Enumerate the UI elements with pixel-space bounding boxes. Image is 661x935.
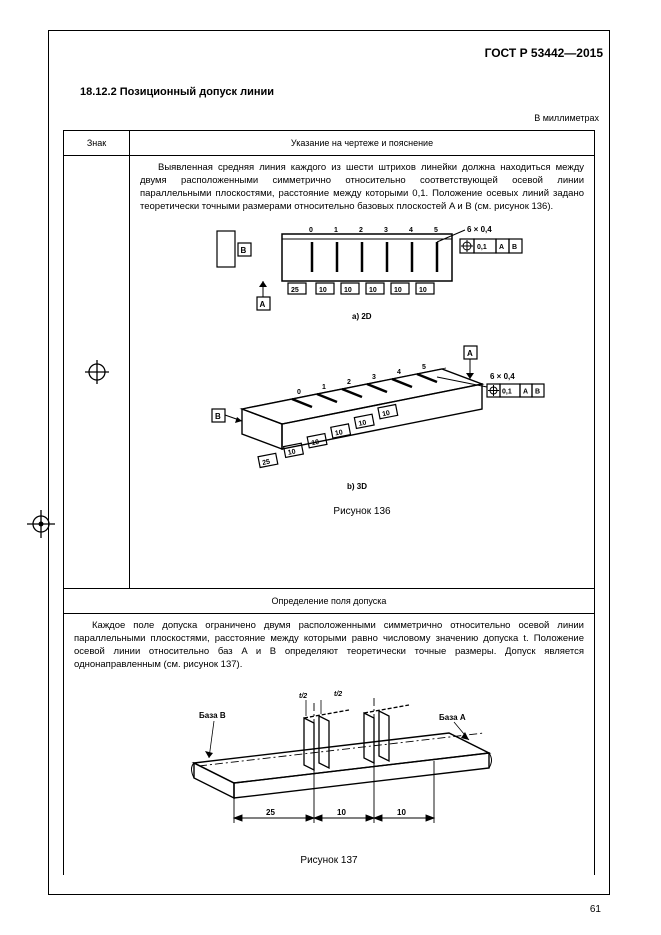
- page-number: 61: [590, 904, 601, 915]
- svg-text:B: B: [241, 246, 247, 255]
- symbol-cell: [64, 156, 130, 589]
- svg-text:B: B: [512, 244, 517, 251]
- svg-text:t/2: t/2: [334, 691, 342, 698]
- svg-text:2: 2: [359, 227, 363, 234]
- header-tolerance: Определение поля допуска: [64, 589, 595, 614]
- position-symbol-icon: [83, 358, 111, 386]
- svg-text:B: B: [535, 389, 540, 396]
- svg-text:5: 5: [422, 364, 426, 371]
- svg-text:25: 25: [266, 808, 275, 817]
- figure-136-2d: B A: [182, 219, 542, 329]
- drawing-cell: Выявленная средняя линия каждого из шест…: [130, 156, 595, 589]
- svg-text:A: A: [523, 389, 528, 396]
- svg-text:База A: База A: [439, 713, 466, 722]
- main-table: Знак Указание на чертеже и пояснение Выя…: [63, 130, 595, 875]
- figure-136-container: B A: [140, 219, 584, 519]
- svg-text:0,1: 0,1: [502, 389, 512, 396]
- svg-text:10: 10: [311, 439, 320, 447]
- explanation-text-1: Выявленная средняя линия каждого из шест…: [140, 162, 584, 213]
- header-drawing: Указание на чертеже и пояснение: [130, 131, 595, 156]
- svg-text:10: 10: [397, 808, 406, 817]
- svg-text:База B: База B: [199, 711, 226, 720]
- svg-text:3: 3: [372, 374, 376, 381]
- svg-text:25: 25: [262, 459, 271, 467]
- svg-text:10: 10: [319, 287, 327, 294]
- svg-text:10: 10: [337, 808, 346, 817]
- header-symbol: Знак: [64, 131, 130, 156]
- svg-text:1: 1: [334, 227, 338, 234]
- svg-text:4: 4: [397, 369, 401, 376]
- svg-text:25: 25: [291, 287, 299, 294]
- figure-136-caption: Рисунок 136: [140, 505, 584, 519]
- svg-text:3: 3: [384, 227, 388, 234]
- svg-text:10: 10: [394, 287, 402, 294]
- svg-text:A: A: [260, 300, 266, 309]
- svg-text:10: 10: [382, 410, 391, 418]
- registration-mark-icon: [27, 510, 55, 538]
- svg-text:10: 10: [419, 287, 427, 294]
- svg-text:10: 10: [334, 430, 343, 438]
- svg-text:10: 10: [287, 449, 296, 457]
- svg-text:a) 2D: a) 2D: [352, 312, 372, 321]
- figure-137: t/2 t/2 База B База A: [139, 678, 519, 848]
- svg-text:t/2: t/2: [299, 693, 307, 700]
- svg-text:6 × 0,4: 6 × 0,4: [490, 372, 515, 381]
- svg-text:4: 4: [409, 227, 413, 234]
- svg-text:5: 5: [434, 227, 438, 234]
- figure-137-container: t/2 t/2 База B База A: [74, 678, 584, 868]
- svg-text:0: 0: [297, 389, 301, 396]
- svg-text:1: 1: [322, 384, 326, 391]
- explanation-text-2: Каждое поле допуска ограничено двумя рас…: [74, 620, 584, 671]
- document-header: ГОСТ Р 53442—2015: [485, 46, 603, 60]
- svg-text:A: A: [467, 349, 473, 358]
- svg-text:B: B: [215, 412, 221, 421]
- svg-text:10: 10: [369, 287, 377, 294]
- svg-text:0,1: 0,1: [477, 244, 487, 251]
- tolerance-cell: Каждое поле допуска ограничено двумя рас…: [64, 614, 595, 875]
- svg-text:10: 10: [358, 420, 367, 428]
- svg-text:A: A: [499, 244, 504, 251]
- svg-text:b) 3D: b) 3D: [347, 482, 367, 491]
- svg-text:10: 10: [344, 287, 352, 294]
- svg-text:2: 2: [347, 379, 351, 386]
- figure-137-caption: Рисунок 137: [74, 854, 584, 868]
- section-title: 18.12.2 Позиционный допуск линии: [80, 86, 274, 98]
- units-label: В миллиметрах: [534, 113, 599, 123]
- figure-136-3d: 0 1 2 3 4 5 A B: [172, 329, 552, 499]
- svg-text:0: 0: [309, 227, 313, 234]
- svg-text:6 × 0,4: 6 × 0,4: [467, 225, 492, 234]
